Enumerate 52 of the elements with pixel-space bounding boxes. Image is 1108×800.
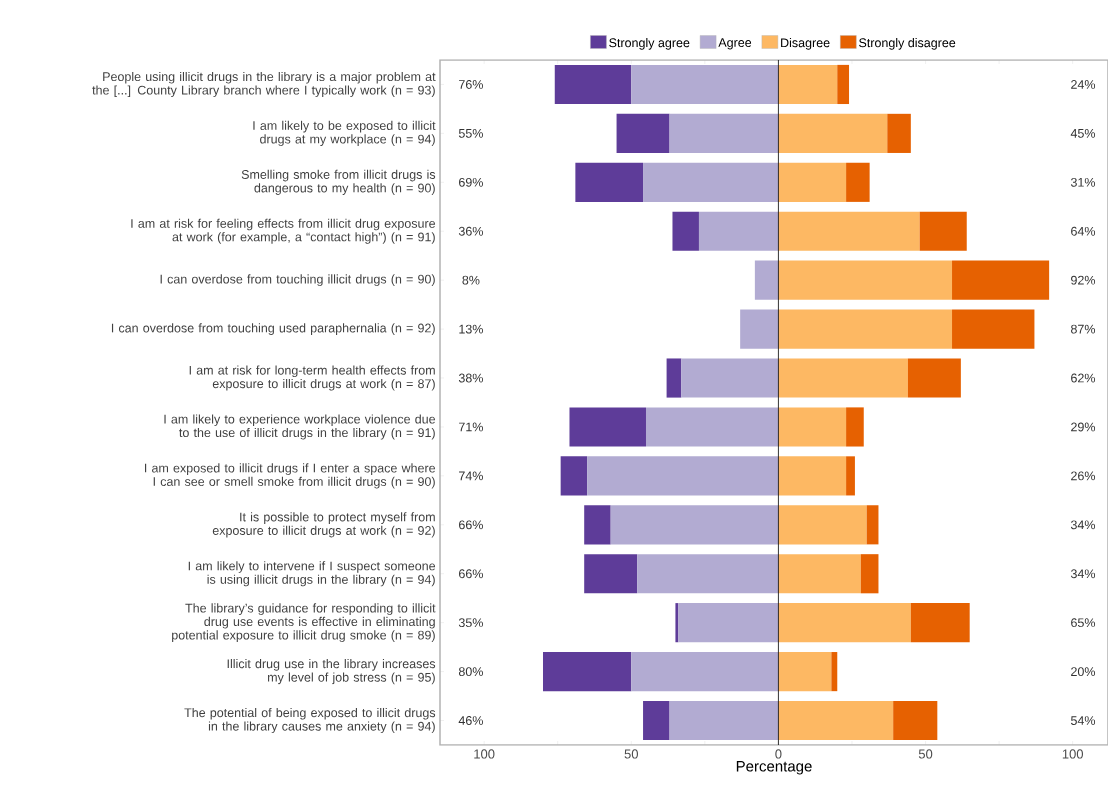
annotation: 26% [1071, 471, 1096, 481]
annotation: 8% [462, 275, 480, 285]
annotation: 87% [1071, 324, 1096, 334]
annotation: 64% [1071, 226, 1096, 236]
annotation: 35% [458, 618, 483, 628]
annotation: 46% [458, 716, 483, 725]
x-tick-label: 0 [775, 749, 782, 759]
annotation: 20% [1071, 667, 1096, 677]
annotation: 71% [459, 422, 483, 432]
y-tick-label: I can overdose from touching illicit drugs (n = 90) [160, 274, 435, 286]
annotation: 36% [458, 226, 483, 236]
y-tick-label: I am at risk for long-term health effects from exposure to illicit drugs at work (n = 87) [189, 365, 435, 391]
x-tick-label: 50 [918, 749, 933, 759]
x-axis-title: Percentage [736, 761, 812, 775]
y-tick-label: People using illicit drugs in the library is a major problem at the [...] County Library branch where I typically work (n = 93) [92, 71, 436, 98]
legend-label: Strongly agree [609, 38, 690, 50]
annotation: 74% [459, 471, 483, 481]
annotation: 45% [1070, 128, 1096, 138]
annotation: 34% [1070, 520, 1096, 530]
annotation: 69% [459, 177, 483, 187]
annotation: 34% [1070, 569, 1096, 579]
annotation: 62% [1071, 373, 1096, 383]
annotation: 54% [1070, 716, 1096, 725]
y-tick-label: The potential of being exposed to illicit drugs in the library causes me anxiety (n = 94) [184, 707, 436, 734]
legend-label: Agree [718, 38, 752, 50]
y-tick-label: I am likely to experience workplace violence due to the use of illicit drugs in the library (n = 91) [164, 414, 436, 440]
annotation: 66% [459, 520, 483, 530]
legend-label: Strongly disagree [859, 38, 956, 50]
y-tick-label: I am likely to intervene if I suspect someone is using illicit drugs in the library (n = 94) [188, 561, 436, 587]
annotation: 80% [458, 667, 483, 677]
y-tick-label: Smelling smoke from illicit drugs is dangerous to my health (n = 90) [241, 169, 436, 195]
y-tick-label: I am likely to be exposed to illicit drugs at my workplace (n = 94) [253, 120, 436, 146]
y-tick-label: I can overdose from touching used paraphernalia (n = 92) [111, 323, 435, 335]
y-tick-label: It is possible to protect myself from exposure to illicit drugs at work (n = 92) [212, 512, 435, 538]
x-tick-label: 100 [1062, 749, 1084, 759]
y-tick-label: Illicit drug use in the library increases my level of job stress (n = 95) [227, 659, 436, 685]
annotation: 65% [1071, 618, 1096, 628]
annotation: 38% [458, 373, 483, 383]
annotation: 92% [1071, 275, 1096, 285]
x-tick-label: 100 [474, 749, 495, 759]
annotation: 31% [1070, 177, 1096, 187]
legend-label: Disagree [781, 38, 830, 50]
annotation: 76% [459, 80, 483, 89]
annotation: 66% [459, 569, 483, 579]
annotation: 29% [1071, 422, 1096, 432]
y-tick-label: I am exposed to illicit drugs if I enter a space where I can see or smell smoke from illicit drugs (n = 90) [145, 463, 436, 489]
y-tick-label: The library’s guidance for responding to illicit drug use events is effective in eliminating potential exposure to illicit drug smoke (n = 89) [172, 603, 436, 642]
x-tick-label: 50 [624, 749, 638, 759]
annotation: 13% [459, 324, 483, 334]
annotation: 55% [458, 128, 483, 138]
y-tick-label: I am at risk for feeling effects from illicit drug exposure at work (for example, a “contact high”) (n = 91) [131, 218, 436, 244]
annotation: 24% [1071, 80, 1096, 89]
